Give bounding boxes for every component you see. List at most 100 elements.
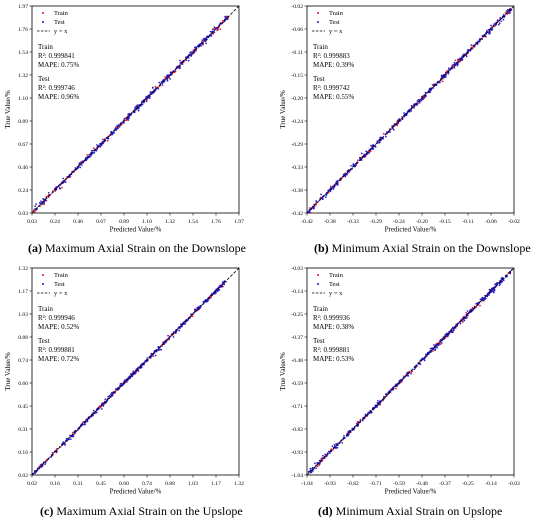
test-point <box>431 347 433 349</box>
test-point <box>139 105 142 107</box>
test-point <box>309 471 312 474</box>
test-point <box>211 30 214 33</box>
test-point <box>318 459 321 462</box>
train-point <box>454 59 457 62</box>
caption-tag: (b) <box>314 241 329 255</box>
test-point <box>448 330 451 333</box>
test-point <box>371 144 374 147</box>
y-tick-label: -0.25 <box>291 312 303 318</box>
test-point <box>84 423 86 426</box>
x-tick-label: 0.03 <box>27 219 37 225</box>
test-point <box>510 9 513 11</box>
test-point <box>486 295 489 298</box>
test-point <box>120 383 123 385</box>
test-point <box>104 398 107 401</box>
test-point <box>96 144 98 146</box>
test-point <box>172 336 175 338</box>
test-point <box>211 28 214 31</box>
test-point <box>128 112 131 115</box>
test-point <box>41 464 44 467</box>
legend-test-marker <box>42 283 44 285</box>
test-point <box>134 107 137 110</box>
test-point <box>463 319 466 322</box>
y-tick-label: -0.15 <box>291 73 303 79</box>
x-tick-label: 0.89 <box>119 219 129 225</box>
train-mape: MAPE: 0.38% <box>313 323 354 331</box>
test-point <box>147 97 150 99</box>
test-point <box>149 357 152 359</box>
test-point <box>206 299 209 302</box>
test-point <box>376 406 378 408</box>
train-point <box>463 315 465 318</box>
caption-text: Maximum Axial Strain on the Upslope <box>53 504 243 518</box>
test-point <box>88 153 91 156</box>
test-point <box>351 429 354 431</box>
train-mape: MAPE: 0.39% <box>313 61 354 69</box>
test-metrics-title: Test <box>38 75 50 83</box>
train-point <box>61 186 63 189</box>
legend-identity-label: y = x <box>329 28 343 35</box>
test-point <box>114 127 117 130</box>
test-point <box>347 434 350 437</box>
test-point <box>69 438 72 441</box>
test-point <box>410 372 412 375</box>
test-point <box>452 63 455 66</box>
test-point <box>420 100 422 102</box>
y-tick-label: 1.32 <box>18 73 28 79</box>
y-tick-label: -0.42 <box>291 211 303 217</box>
test-point <box>163 343 165 346</box>
test-point <box>494 283 496 286</box>
test-point <box>327 189 329 192</box>
y-tick-label: 1.17 <box>18 289 28 295</box>
test-point <box>47 191 50 194</box>
test-point <box>392 386 395 389</box>
test-point <box>378 141 381 144</box>
test-point <box>461 58 464 61</box>
test-point <box>350 164 352 167</box>
test-point <box>178 329 181 332</box>
test-point <box>211 292 213 295</box>
legend-train-marker <box>42 274 44 276</box>
test-point <box>354 165 356 168</box>
test-point <box>398 118 401 120</box>
test-point <box>348 432 350 435</box>
y-tick-label: 1.97 <box>18 4 28 10</box>
test-point <box>370 144 372 147</box>
test-point <box>324 453 327 456</box>
test-point <box>180 61 183 64</box>
test-point <box>497 23 500 26</box>
test-point <box>493 23 495 25</box>
test-point <box>42 197 44 200</box>
caption-a: (a) Maximum Axial Strain on the Downslop… <box>28 241 246 256</box>
test-r2: R²: 0.999881 <box>38 346 75 354</box>
test-point <box>140 364 142 366</box>
x-tick-label: 0.60 <box>119 481 129 487</box>
train-point <box>106 140 109 142</box>
test-point <box>81 422 84 425</box>
test-point <box>370 411 373 414</box>
legend: Train Test y = x <box>312 272 344 297</box>
test-point <box>389 128 391 130</box>
test-point <box>311 205 314 208</box>
test-point <box>66 176 69 178</box>
test-point <box>466 310 469 312</box>
legend-train-label: Train <box>54 10 69 17</box>
test-point <box>79 166 82 169</box>
x-tick-label: -0.82 <box>347 481 359 487</box>
test-point <box>421 98 424 101</box>
test-point <box>325 193 328 196</box>
train-point <box>395 387 397 390</box>
x-tick-label: 0.45 <box>96 481 106 487</box>
test-point <box>174 70 176 73</box>
test-point <box>72 435 74 438</box>
test-point <box>190 55 193 57</box>
test-point <box>312 468 315 470</box>
test-point <box>111 133 114 136</box>
train-point <box>396 124 399 127</box>
y-tick-label: -0.33 <box>291 165 303 171</box>
chart-c: 0.02 0.16 0.31 0.45 0.60 0.74 0.88 1.03 1.17 1.32… <box>4 266 244 496</box>
test-point <box>76 429 79 432</box>
legend-train-label: Train <box>54 272 69 279</box>
test-point <box>44 463 46 465</box>
test-point <box>331 445 334 448</box>
